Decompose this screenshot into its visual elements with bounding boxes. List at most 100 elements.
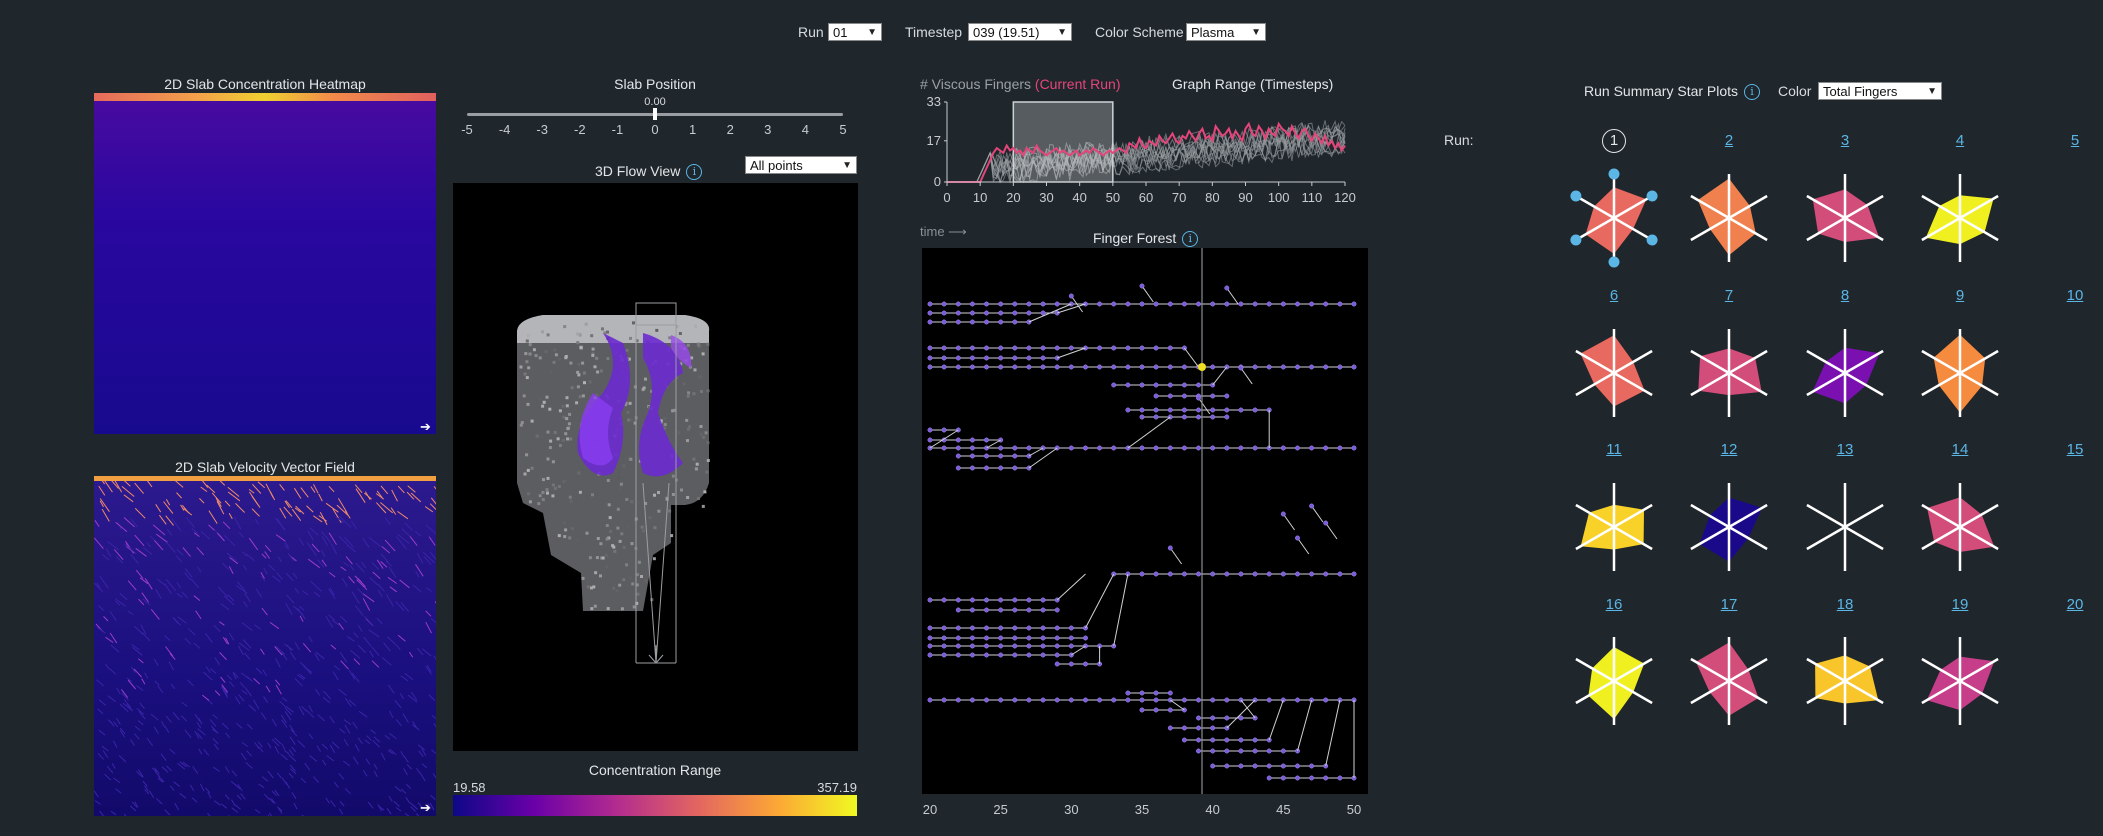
heatmap-title: 2D Slab Concentration Heatmap: [164, 76, 366, 92]
axis-handle[interactable]: [1646, 190, 1658, 202]
slider-handle[interactable]: [653, 108, 657, 120]
points-filter-select[interactable]: All points ▼: [745, 156, 857, 174]
x-tick-label: 20: [1006, 190, 1020, 205]
star-plot[interactable]: [1575, 637, 1653, 725]
run-link[interactable]: 13: [1836, 441, 1854, 458]
timestep-select[interactable]: 039 (19.51) ▼: [968, 23, 1072, 41]
forest-x-tick-label: 25: [993, 802, 1007, 817]
star-plot[interactable]: [1806, 329, 1884, 417]
run-label: Run: [798, 24, 824, 40]
other-runs-lines: [947, 119, 1346, 184]
run-link[interactable]: 4: [1955, 132, 1965, 149]
slab-tick-label: -5: [461, 122, 473, 137]
concentration-heatmap[interactable]: ➔: [94, 93, 436, 434]
slab-tick-label: -2: [574, 122, 586, 137]
chevron-down-icon: ▼: [1251, 27, 1261, 38]
selected-finger-node[interactable]: [1198, 363, 1206, 371]
axis-handle[interactable]: [1570, 234, 1582, 246]
slab-tick-label: -1: [612, 122, 624, 137]
arrow-right-icon[interactable]: ➔: [420, 800, 431, 815]
star-plot[interactable]: [1921, 174, 1999, 262]
run-link[interactable]: 10: [2066, 287, 2084, 304]
run-link[interactable]: 12: [1720, 441, 1738, 458]
color-scheme-select[interactable]: Plasma ▼: [1186, 23, 1266, 41]
slab-tick-label: -3: [536, 122, 548, 137]
slab-tick-label: 0: [651, 122, 658, 137]
graph-range-brush[interactable]: [1012, 101, 1114, 183]
run-link[interactable]: 7: [1724, 287, 1734, 304]
x-tick-label: 100: [1268, 190, 1290, 205]
star-plot[interactable]: [1570, 168, 1658, 268]
concentration-colorbar[interactable]: [453, 795, 857, 816]
star-plot[interactable]: [1921, 637, 1999, 725]
color-scheme-label: Color Scheme: [1095, 24, 1184, 40]
run-link[interactable]: 18: [1836, 596, 1854, 613]
run-link[interactable]: 3: [1840, 132, 1850, 149]
graph-range-title: Graph Range (Timesteps): [1172, 76, 1334, 92]
flow-3d-view[interactable]: [453, 183, 858, 751]
run-link[interactable]: 19: [1951, 596, 1969, 613]
chevron-down-icon: ▼: [1057, 27, 1067, 38]
run-link[interactable]: 2: [1724, 132, 1734, 149]
star-plot[interactable]: [1921, 483, 1999, 571]
x-tick-label: 80: [1205, 190, 1219, 205]
run-link[interactable]: 9: [1955, 287, 1965, 304]
run-link[interactable]: 15: [2066, 441, 2084, 458]
run-select[interactable]: 01 ▼: [828, 23, 882, 41]
x-tick-label: 70: [1172, 190, 1186, 205]
axis-handle[interactable]: [1646, 234, 1658, 246]
run-link[interactable]: 8: [1840, 287, 1850, 304]
star-plots-grid[interactable]: [1430, 145, 2010, 745]
y-tick-label: 0: [934, 174, 941, 189]
run-link[interactable]: 14: [1951, 441, 1969, 458]
slab-tick-label: 5: [839, 122, 846, 137]
axis-handle[interactable]: [1608, 168, 1620, 180]
finger-forest[interactable]: 20 25 30 35 40 45 50: [922, 248, 1368, 822]
star-plot[interactable]: [1806, 483, 1884, 571]
star-plot[interactable]: [1806, 637, 1884, 725]
info-icon[interactable]: i: [1744, 84, 1761, 101]
star-plots-title: Run Summary Star Plots i: [1584, 83, 1761, 101]
time-axis-label: time ⟶: [920, 224, 967, 239]
star-plot[interactable]: [1575, 329, 1653, 417]
slab-tick-label: -4: [499, 122, 511, 137]
star-color-select[interactable]: Total Fingers ▼: [1818, 82, 1942, 100]
star-plot[interactable]: [1690, 483, 1768, 571]
star-plot[interactable]: [1921, 329, 1999, 417]
run-link[interactable]: 6: [1609, 287, 1619, 304]
run-link[interactable]: 17: [1720, 596, 1738, 613]
velocity-vector-field[interactable]: ➔: [94, 476, 436, 816]
axis-handle[interactable]: [1570, 190, 1582, 202]
star-plot[interactable]: [1690, 329, 1768, 417]
slab-tick-label: 1: [689, 122, 696, 137]
slab-position-slider[interactable]: -5 -4 -3 -2 -1 0 1 2 3 4 5: [453, 106, 857, 140]
x-tick-label: 40: [1072, 190, 1086, 205]
finger-forest-tree: [927, 283, 1357, 781]
axis-handle[interactable]: [1608, 256, 1620, 268]
info-icon[interactable]: i: [686, 164, 703, 181]
star-plot[interactable]: [1690, 174, 1768, 262]
info-icon[interactable]: i: [1182, 231, 1199, 248]
concentration-max: 357.19: [817, 780, 857, 795]
slab-position-value: 0.00: [644, 96, 666, 108]
star-plot[interactable]: [1690, 637, 1768, 725]
run-link[interactable]: 5: [2070, 132, 2080, 149]
slab-tick-label: 2: [727, 122, 734, 137]
x-tick-label: 90: [1238, 190, 1252, 205]
star-color-label: Color: [1778, 83, 1812, 99]
run-prefix-label: Run:: [1444, 132, 1474, 148]
run-link[interactable]: 16: [1605, 596, 1623, 613]
vector-field-title: 2D Slab Velocity Vector Field: [175, 459, 355, 475]
star-plot[interactable]: [1806, 174, 1884, 262]
viscous-fingers-chart[interactable]: 0 17 33 0 10 20 30 40 50 60 70 80 90 100 110 120: [905, 92, 1365, 210]
run-link[interactable]: 1: [1602, 129, 1626, 153]
run-link[interactable]: 11: [1606, 441, 1622, 458]
finger-forest-title: Finger Forest i: [1093, 230, 1199, 248]
concentration-min: 19.58: [453, 780, 486, 795]
slab-tick-label: 3: [764, 122, 771, 137]
arrow-right-icon[interactable]: ➔: [420, 419, 431, 434]
chevron-down-icon: ▼: [842, 160, 852, 171]
slab-tick-label: 4: [802, 122, 809, 137]
run-link[interactable]: 20: [2066, 596, 2084, 613]
star-plot[interactable]: [1575, 483, 1653, 571]
